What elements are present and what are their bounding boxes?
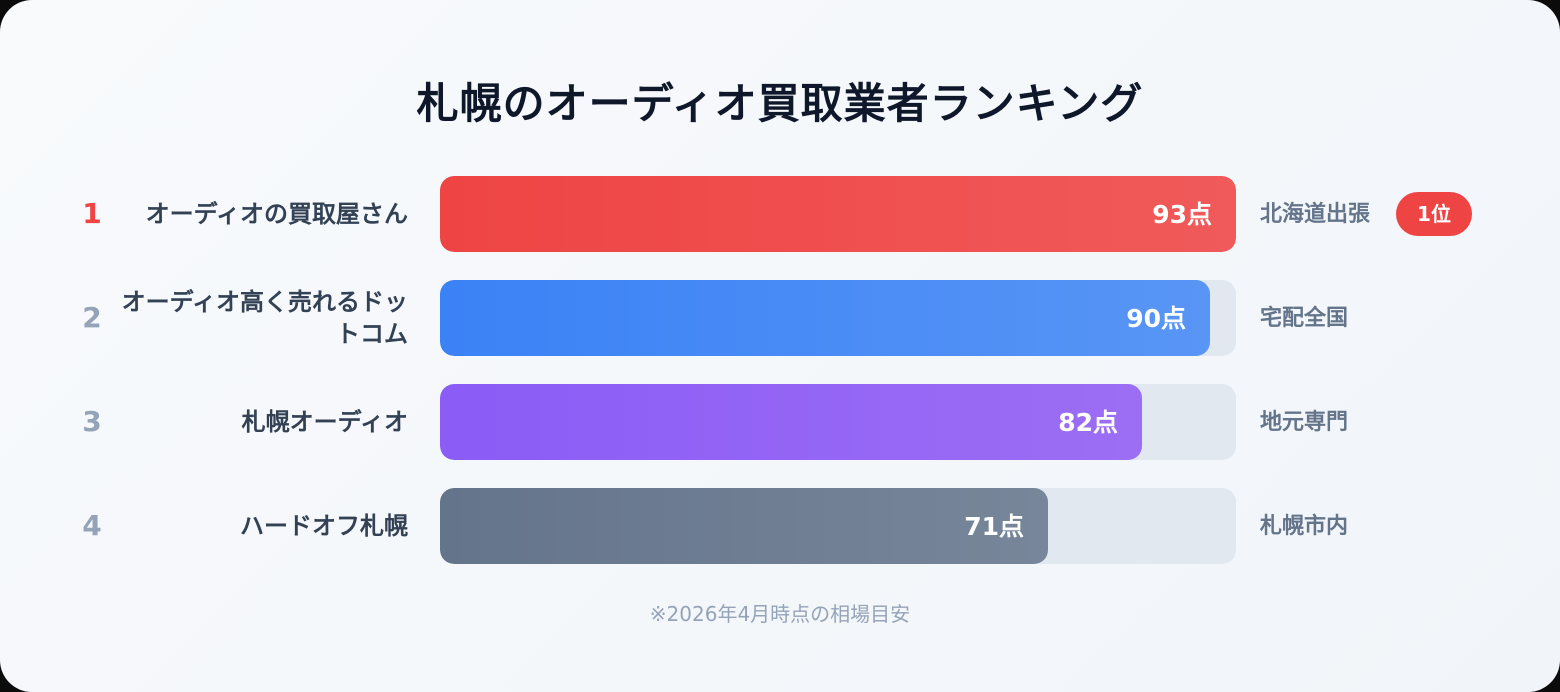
area-label: 北海道出張	[1260, 202, 1371, 227]
rank-label: 1	[82, 197, 102, 230]
area-label: 札幌市内	[1260, 514, 1349, 539]
bar-row-2: 2 オーディオ高く売れるドットコム 90点 宅配全国	[0, 280, 1560, 356]
value-label: 93点	[1152, 200, 1212, 229]
category-label: ハードオフ札幌	[240, 512, 408, 540]
bar: 90点	[440, 280, 1210, 356]
value-label: 71点	[964, 512, 1024, 541]
area-label: 宅配全国	[1260, 306, 1349, 331]
bar: 93点	[440, 176, 1236, 252]
bar-track: 71点	[440, 488, 1236, 564]
area-label: 地元専門	[1260, 410, 1349, 435]
footnote: ※2026年4月時点の相場目安	[649, 602, 911, 626]
bar-track: 93点	[440, 176, 1236, 252]
bar-row-3: 3 札幌オーディオ 82点 地元専門	[0, 384, 1560, 460]
bar: 71点	[440, 488, 1048, 564]
bar-track: 90点	[440, 280, 1236, 356]
category-label: 札幌オーディオ	[241, 408, 408, 436]
rank-label: 2	[82, 301, 102, 334]
bar: 82点	[440, 384, 1142, 460]
rank-label: 4	[82, 509, 102, 542]
value-label: 82点	[1058, 408, 1118, 437]
value-label: 90点	[1126, 304, 1186, 333]
category-label: オーディオ高く売れるドットコム	[121, 288, 408, 348]
rank-label: 3	[82, 405, 102, 438]
bar-row-4: 4 ハードオフ札幌 71点 札幌市内	[0, 488, 1560, 564]
chart-title: 札幌のオーディオ買取業者ランキング	[416, 79, 1144, 128]
bar-row-1: 1 オーディオの買取屋さん 93点 北海道出張 1位	[0, 176, 1560, 252]
top-rank-badge: 1位	[1396, 192, 1472, 236]
bar-track: 82点	[440, 384, 1236, 460]
category-label: オーディオの買取屋さん	[145, 200, 408, 228]
